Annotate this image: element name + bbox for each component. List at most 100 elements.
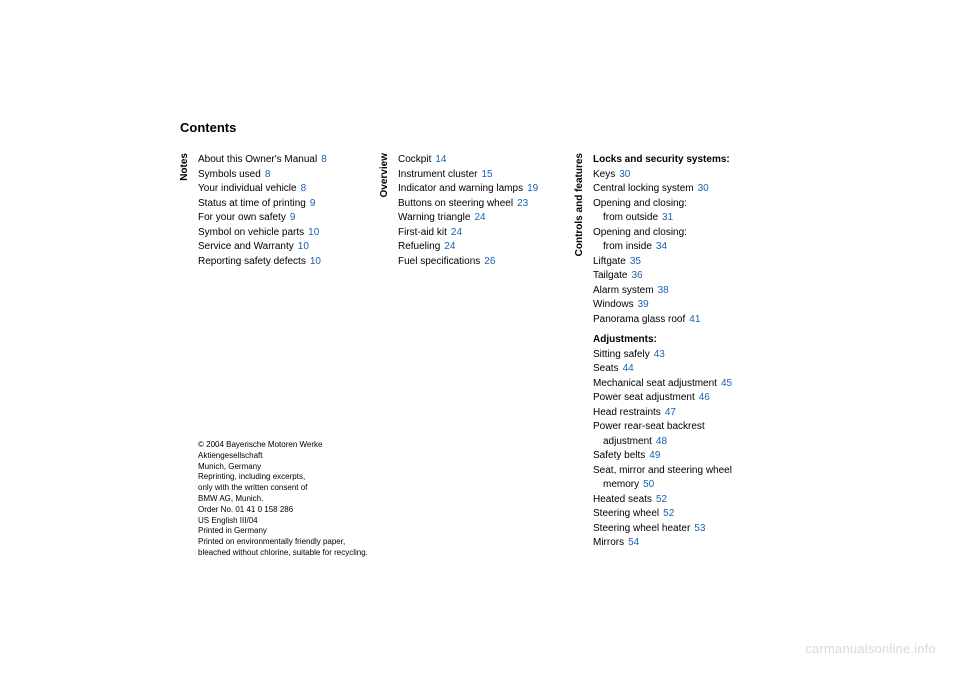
- toc-entry: Heated seats 52: [593, 493, 732, 508]
- entries-notes: About this Owner's Manual 8 Symbols used 8…: [198, 153, 327, 269]
- toc-entry: Indicator and warning lamps19: [398, 182, 538, 197]
- page-number: 8: [321, 154, 327, 165]
- entry-text: Fuel specifications: [398, 256, 480, 267]
- entry-text: Symbol on vehicle parts: [198, 227, 304, 238]
- page-number: 24: [474, 212, 485, 223]
- entry-text: Head restraints: [593, 407, 661, 418]
- page-number: 15: [481, 169, 492, 180]
- copyright-line: only with the written consent of: [198, 483, 368, 494]
- page-number: 31: [662, 212, 673, 223]
- toc-entry: Head restraints 47: [593, 406, 732, 421]
- toc-entry: Liftgate 35: [593, 255, 732, 270]
- page-number: 8: [301, 183, 307, 194]
- copyright-line: US English III/04: [198, 516, 368, 527]
- toc-entry: Mechanical seat adjustment45: [593, 377, 732, 392]
- entry-text: Liftgate: [593, 256, 626, 267]
- entry-text: Service and Warranty: [198, 241, 294, 252]
- page-number: 23: [517, 198, 528, 209]
- entry-text: Warning triangle: [398, 212, 470, 223]
- toc-entry: Sitting safely43: [593, 348, 732, 363]
- toc-entry: Power seat adjustment 46: [593, 391, 732, 406]
- page-number: 24: [444, 241, 455, 252]
- entry-text: Seat, mirror and steering wheel: [593, 465, 732, 476]
- page-number: 9: [310, 198, 316, 209]
- toc-entry: First-aid kit 24: [398, 226, 538, 241]
- page-number: 53: [694, 523, 705, 534]
- entry-text: Mirrors: [593, 537, 624, 548]
- toc-entry: Panorama glass roof41: [593, 313, 732, 328]
- copyright-block: © 2004 Bayerische Motoren Werke Aktienge…: [198, 440, 368, 559]
- copyright-line: bleached without chlorine, suitable for …: [198, 548, 368, 559]
- entry-text: Symbols used: [198, 169, 261, 180]
- entry-text: About this Owner's Manual: [198, 154, 317, 165]
- page-number: 24: [451, 227, 462, 238]
- entry-text: Power rear-seat backrest: [593, 421, 705, 432]
- toc-entry: Service and Warranty10: [198, 240, 327, 255]
- entry-text: Buttons on steering wheel: [398, 198, 513, 209]
- toc-entry: Safety belts49: [593, 449, 732, 464]
- toc-entry: Refueling 24: [398, 240, 538, 255]
- toc-entry: Symbols used 8: [198, 168, 327, 183]
- copyright-line: Aktiengesellschaft: [198, 451, 368, 462]
- toc-entry: Steering wheel52: [593, 507, 732, 522]
- section-label-controls: Controls and features: [575, 153, 585, 256]
- entry-text: Power seat adjustment: [593, 392, 695, 403]
- page-number: 48: [656, 436, 667, 447]
- entry-text: Tailgate: [593, 270, 627, 281]
- entry-text: Safety belts: [593, 450, 645, 461]
- toc-entry: Steering wheel heater53: [593, 522, 732, 537]
- toc-entry: Cockpit14: [398, 153, 538, 168]
- page-number: 47: [665, 407, 676, 418]
- toc-entry: Status at time of printing9: [198, 197, 327, 212]
- entry-text: Keys: [593, 169, 615, 180]
- page-number: 36: [631, 270, 642, 281]
- entries-controls: Locks and security systems: Keys30 Centr…: [593, 153, 732, 551]
- toc-entry: Instrument cluster 15: [398, 168, 538, 183]
- entry-text: Mechanical seat adjustment: [593, 378, 717, 389]
- page-number: 10: [308, 227, 319, 238]
- page-number: 46: [699, 392, 710, 403]
- page-number: 30: [619, 169, 630, 180]
- copyright-line: Printed on environmentally friendly pape…: [198, 537, 368, 548]
- copyright-line: Printed in Germany: [198, 526, 368, 537]
- toc-entry: Seat, mirror and steering wheelmemory50: [593, 464, 732, 493]
- toc-entry: Reporting safety defects 10: [198, 255, 327, 270]
- page-number: 41: [689, 314, 700, 325]
- toc-entry: Symbol on vehicle parts 10: [198, 226, 327, 241]
- entry-text: Instrument cluster: [398, 169, 477, 180]
- page-title: Contents: [180, 120, 920, 135]
- entries-overview: Cockpit14 Instrument cluster 15 Indicator…: [398, 153, 538, 269]
- toc-entry: Buttons on steering wheel 23: [398, 197, 538, 212]
- page-number: 39: [638, 299, 649, 310]
- group-heading: Locks and security systems:: [593, 153, 732, 168]
- page-number: 34: [656, 241, 667, 252]
- page-number: 35: [630, 256, 641, 267]
- entry-text: Opening and closing:: [593, 227, 687, 238]
- toc-entry: Fuel specifications 26: [398, 255, 538, 270]
- copyright-line: BMW AG, Munich.: [198, 494, 368, 505]
- entry-text: First-aid kit: [398, 227, 447, 238]
- page-number: 10: [310, 256, 321, 267]
- page-number: 9: [290, 212, 296, 223]
- entry-text: Refueling: [398, 241, 440, 252]
- watermark: carmanualsonline.info: [805, 641, 936, 656]
- page-number: 54: [628, 537, 639, 548]
- column-overview: Overview Cockpit14 Instrument cluster15 …: [380, 153, 575, 551]
- toc-entry: Opening and closing:from outside31: [593, 197, 732, 226]
- copyright-line: Order No. 01 41 0 158 286: [198, 505, 368, 516]
- page-number: 52: [663, 508, 674, 519]
- entry-text: Windows: [593, 299, 634, 310]
- toc-entry: Opening and closing: from inside 34: [593, 226, 732, 255]
- page-number: 26: [484, 256, 495, 267]
- entry-text: Indicator and warning lamps: [398, 183, 523, 194]
- entry-text: Heated seats: [593, 494, 652, 505]
- toc-entry: About this Owner's Manual 8: [198, 153, 327, 168]
- entry-sub: memory: [603, 479, 639, 490]
- entry-sub: from inside: [603, 241, 652, 252]
- page-number: 52: [656, 494, 667, 505]
- page-number: 8: [265, 169, 271, 180]
- entry-text: Reporting safety defects: [198, 256, 306, 267]
- entry-text: For your own safety: [198, 212, 286, 223]
- entry-text: Your individual vehicle: [198, 183, 297, 194]
- toc-entry: Keys 30: [593, 168, 732, 183]
